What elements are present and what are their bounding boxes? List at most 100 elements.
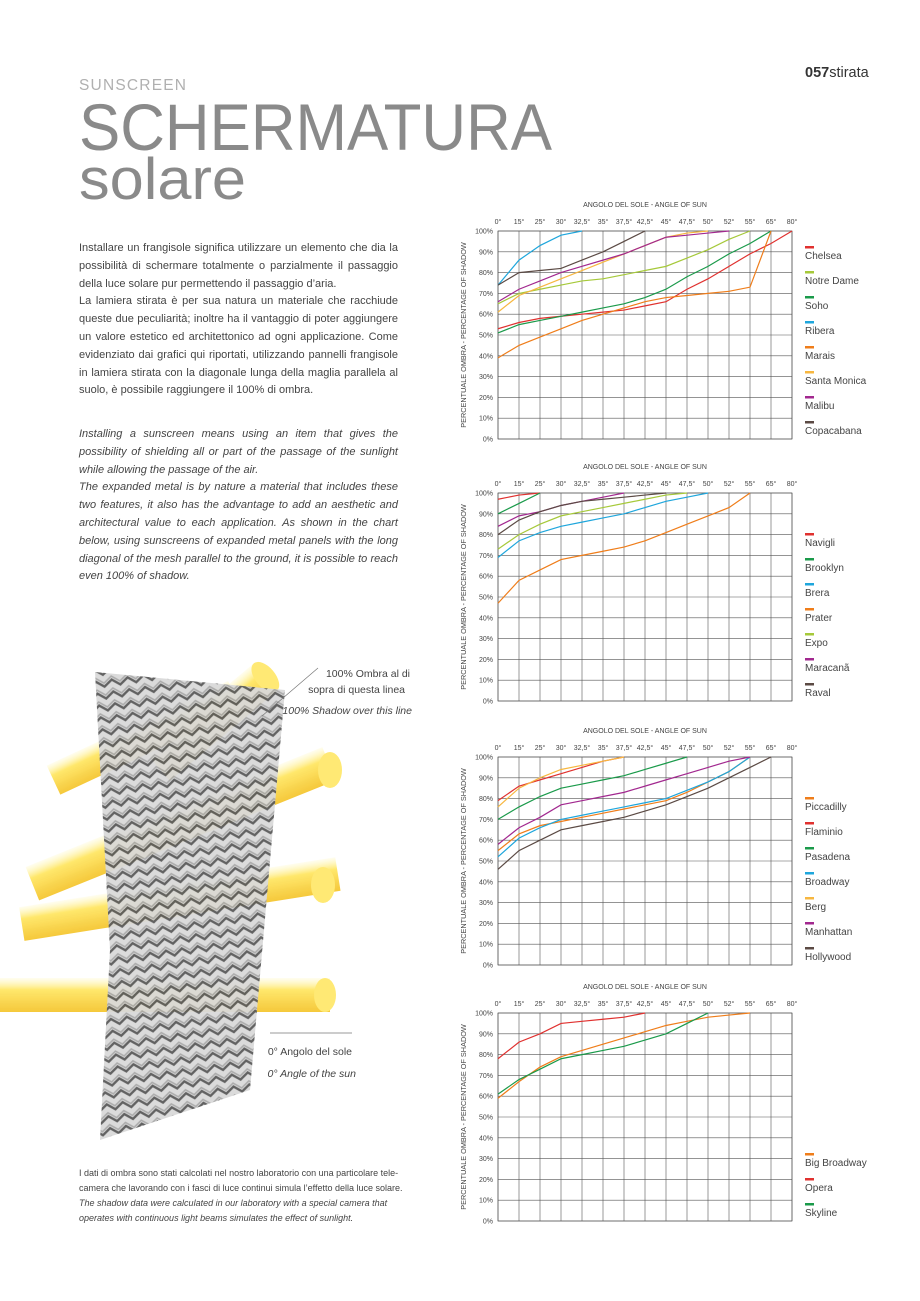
y-tick-label: 40%: [479, 1135, 493, 1142]
text-line: The expanded metal is by nature a materi…: [79, 481, 398, 494]
x-tick-label: 65°: [766, 1000, 777, 1008]
y-tick-label: 60%: [479, 838, 493, 845]
x-tick-label: 35°: [598, 744, 609, 752]
x-tick-label: 25°: [535, 744, 546, 752]
series-line: [497, 230, 772, 359]
legend-label: Flaminio: [805, 827, 843, 838]
y-axis-label: PERCENTUALE OMBRA - PERCENTAGE OF SHADOW: [459, 1024, 468, 1210]
legend-swatch: [805, 421, 814, 424]
x-tick-label: 37,5°: [616, 1000, 633, 1008]
y-tick-label: 10%: [479, 1198, 493, 1205]
english-text: Installing a sunscreen means using an it…: [79, 426, 398, 586]
text-line: evidenziato dai grafici qui riportati, u…: [79, 348, 398, 361]
series-line: [497, 230, 772, 334]
legend-label: Malibu: [805, 401, 834, 412]
y-axis-label: PERCENTUALE OMBRA - PERCENTAGE OF SHADOW: [459, 504, 468, 690]
y-tick-label: 100%: [475, 755, 493, 762]
x-tick-label: 45°: [661, 218, 672, 226]
legend-label: Brooklyn: [805, 563, 844, 574]
x-tick-label: 47,5°: [679, 480, 696, 488]
series-line: [497, 492, 667, 536]
section-label: SUNSCREEN: [79, 77, 186, 94]
x-tick-label: 35°: [598, 218, 609, 226]
x-tick-label: 37,5°: [616, 218, 633, 226]
y-tick-label: 100%: [475, 229, 493, 236]
legend-label: Expo: [805, 638, 828, 649]
brand: stirata: [829, 65, 869, 81]
legend-label: Skyline: [805, 1208, 838, 1219]
y-tick-label: 70%: [479, 1073, 493, 1080]
y-tick-label: 20%: [479, 657, 493, 664]
series-line: [497, 756, 688, 820]
x-tick-label: 50°: [703, 480, 714, 488]
footnote-line: The shadow data were calculated in our l…: [79, 1198, 388, 1208]
legend-swatch: [805, 396, 814, 399]
series-line: [497, 492, 709, 558]
legend-label: Soho: [805, 301, 829, 312]
legend-label: Prater: [805, 613, 833, 624]
legend-swatch: [805, 1178, 814, 1181]
y-tick-label: 50%: [479, 595, 493, 602]
annotation: 100% Shadow over this line: [282, 705, 412, 717]
legend-swatch: [805, 847, 814, 850]
text-line: possibilità di schermare totalmente o pa…: [79, 259, 398, 272]
legend-swatch: [805, 533, 814, 536]
legend-label: Broadway: [805, 877, 849, 888]
legend-swatch: [805, 897, 814, 900]
y-tick-label: 60%: [479, 1094, 493, 1101]
series-line: [497, 492, 541, 515]
series-line: [497, 230, 709, 313]
x-tick-label: 15°: [514, 1000, 525, 1008]
x-tick-label: 32,5°: [574, 1000, 591, 1008]
y-tick-label: 10%: [479, 942, 493, 949]
page-number: 057stirata: [805, 65, 870, 81]
x-tick-label: 30°: [556, 480, 567, 488]
x-tick-label: 45°: [661, 480, 672, 488]
expanded-metal-mesh: [95, 672, 285, 1140]
x-tick-label: 30°: [556, 218, 567, 226]
y-tick-label: 0%: [483, 699, 493, 706]
x-tick-label: 65°: [766, 480, 777, 488]
title: SCHERMATURA: [79, 90, 552, 164]
x-tick-label: 32,5°: [574, 480, 591, 488]
y-axis-label: PERCENTUALE OMBRA - PERCENTAGE OF SHADOW: [459, 242, 468, 428]
legend-swatch: [805, 658, 814, 661]
x-tick-label: 25°: [535, 1000, 546, 1008]
x-tick-label: 65°: [766, 744, 777, 752]
x-tick-label: 47,5°: [679, 744, 696, 752]
x-tick-label: 52°: [724, 744, 735, 752]
legend-swatch: [805, 583, 814, 586]
annotation: 0° Angle of the sun: [268, 1068, 357, 1080]
text-line: possibility of shielding all or part of …: [79, 445, 398, 458]
y-tick-label: 10%: [479, 678, 493, 685]
legend-swatch: [805, 683, 814, 686]
legend-label: Santa Monica: [805, 376, 867, 387]
series-line: [497, 1012, 646, 1060]
legend-swatch: [805, 371, 814, 374]
x-tick-label: 45°: [661, 744, 672, 752]
y-tick-label: 50%: [479, 859, 493, 866]
y-tick-label: 20%: [479, 921, 493, 928]
legend-swatch: [805, 797, 814, 800]
legend-swatch: [805, 246, 814, 249]
series-line: [497, 230, 646, 286]
x-tick-label: 50°: [703, 1000, 714, 1008]
text-line: diagonal of the mesh parallel to the gro…: [79, 552, 398, 565]
legend-swatch: [805, 922, 814, 925]
footnote: I dati di ombra sono stati calcolati nel…: [79, 1166, 419, 1226]
series-line: [497, 492, 688, 550]
y-tick-label: 0%: [483, 963, 493, 970]
y-tick-label: 90%: [479, 1031, 493, 1038]
y-tick-label: 40%: [479, 353, 493, 360]
chart-title: ANGOLO DEL SOLE - ANGLE OF SUN: [583, 464, 707, 471]
x-tick-label: 50°: [703, 218, 714, 226]
legend-swatch: [805, 271, 814, 274]
legend-label: Piccadilly: [805, 802, 847, 813]
x-tick-label: 42,5°: [637, 480, 654, 488]
y-tick-label: 80%: [479, 532, 493, 539]
x-tick-label: 52°: [724, 1000, 735, 1008]
series-line: [497, 230, 583, 286]
series-line: [497, 492, 541, 500]
legend-swatch: [805, 321, 814, 324]
